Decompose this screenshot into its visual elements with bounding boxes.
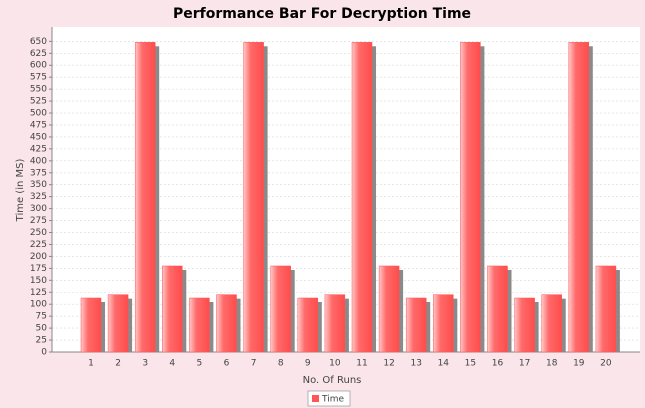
y-tick-label: 150 [30,276,47,286]
bar [487,265,508,353]
y-tick-label: 650 [30,37,47,47]
y-tick-label: 475 [30,120,47,130]
y-tick-label: 25 [36,336,47,346]
x-tick-label: 16 [492,359,504,369]
x-tick-label: 9 [305,359,311,369]
bar [324,294,346,353]
bar [189,297,210,353]
x-tick-label: 15 [465,359,476,369]
y-tick-label: 225 [30,240,47,250]
x-tick-label: 5 [197,359,203,369]
y-tick-label: 175 [30,264,47,274]
x-tick-label: 6 [224,359,230,369]
y-tick-label: 500 [30,109,47,119]
x-tick-label: 10 [329,359,341,369]
bar [460,42,481,353]
legend-swatch [312,395,319,402]
x-tick-label: 17 [519,359,530,369]
y-tick-label: 50 [36,324,48,334]
bar [433,294,454,353]
y-tick-label: 450 [30,132,47,142]
y-tick-label: 575 [30,73,47,83]
legend: Time [307,390,351,407]
bar [270,265,291,353]
bar [216,294,237,353]
x-tick-label: 11 [356,359,367,369]
bar [514,297,535,353]
y-tick-label: 125 [30,288,47,298]
y-tick-label: 625 [30,49,47,59]
x-tick-label: 4 [169,359,175,369]
y-tick-label: 525 [30,97,47,107]
y-tick-label: 100 [30,300,47,310]
x-tick-label: 19 [573,359,585,369]
bar [243,42,264,353]
bar [595,265,617,353]
bar [405,297,427,353]
y-tick-label: 400 [30,156,47,166]
x-tick-label: 18 [546,359,558,369]
chart-title: Performance Bar For Decryption Time [173,6,471,22]
x-tick-label: 7 [251,359,257,369]
bar [297,297,319,353]
x-tick-label: 14 [438,359,450,369]
y-tick-label: 550 [30,85,47,95]
y-tick-label: 200 [30,252,47,262]
legend-label: Time [321,395,344,405]
y-tick-label: 425 [30,144,47,154]
y-tick-label: 350 [30,180,47,190]
y-tick-label: 325 [30,192,47,202]
x-tick-label: 2 [115,359,121,369]
x-tick-label: 13 [410,359,421,369]
x-axis-label: No. Of Runs [303,375,362,386]
bar [568,42,590,353]
legend-box [307,390,351,407]
bar [134,42,156,353]
bar [162,265,183,353]
y-tick-label: 300 [30,204,47,214]
bar [351,42,373,353]
bar [80,297,102,353]
x-tick-label: 3 [142,359,148,369]
y-tick-label: 375 [30,168,47,178]
x-tick-label: 1 [88,359,94,369]
y-tick-label: 75 [36,312,47,322]
y-tick-label: 600 [30,61,47,71]
y-tick-label: 275 [30,216,47,226]
y-axis-label: Time (in MS) [15,159,26,223]
x-tick-label: 8 [278,359,284,369]
y-tick-label: 250 [30,228,47,238]
x-tick-label: 20 [600,359,612,369]
y-tick-label: 0 [41,348,47,358]
x-tick-label: 12 [383,359,394,369]
bar [541,294,562,353]
bar [107,294,129,353]
bar [378,265,400,353]
